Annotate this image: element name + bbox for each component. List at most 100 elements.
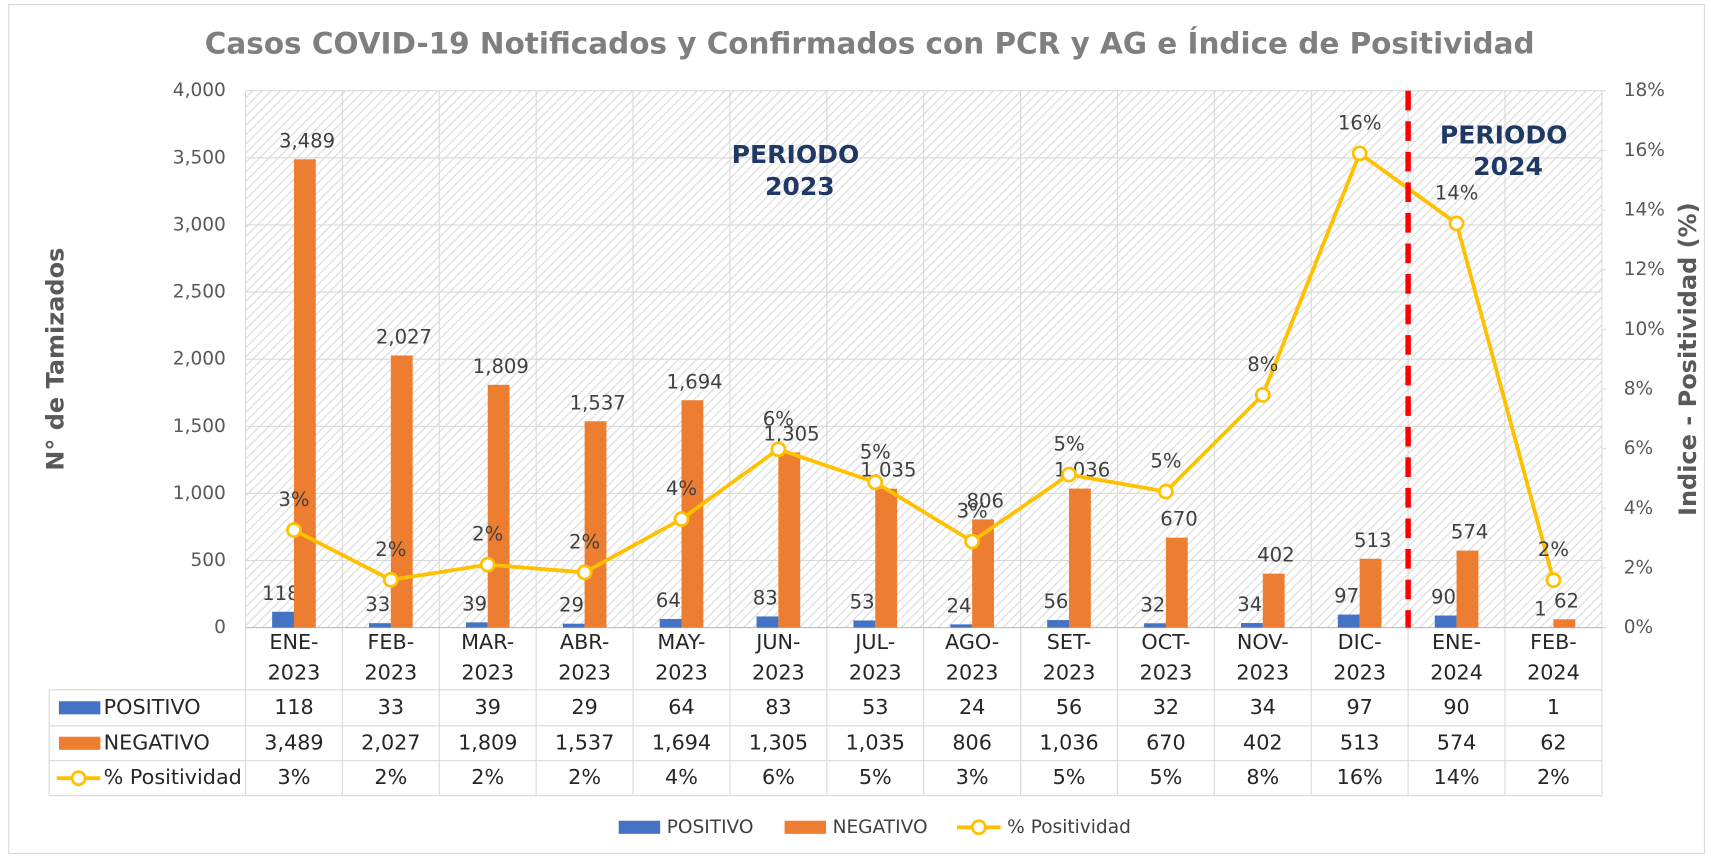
bar bbox=[487, 384, 510, 628]
line-marker bbox=[1254, 387, 1271, 403]
bar-value-label: 39 bbox=[462, 592, 487, 615]
bar bbox=[875, 488, 898, 628]
table-cell: 806 bbox=[952, 730, 992, 754]
table-row-header: NEGATIVO bbox=[104, 730, 210, 754]
bar-value-label: 513 bbox=[1354, 529, 1391, 552]
bar bbox=[659, 619, 682, 628]
line-marker bbox=[770, 441, 787, 458]
bar-value-label: 83 bbox=[753, 586, 778, 609]
table-row-header: POSITIVO bbox=[104, 695, 201, 719]
x-tick-label: ABR-2023 bbox=[558, 630, 611, 685]
line-value-label: 5% bbox=[860, 440, 891, 463]
y2-tick-label: 14% bbox=[1624, 200, 1665, 221]
bar bbox=[1553, 619, 1576, 628]
table-cell: 2% bbox=[568, 765, 601, 789]
table-cell: 670 bbox=[1146, 730, 1186, 754]
bar-value-label: 24 bbox=[947, 594, 972, 617]
table-cell: 574 bbox=[1437, 730, 1477, 754]
bar-value-label: 3,489 bbox=[279, 129, 335, 152]
line-value-label: 6% bbox=[763, 407, 794, 430]
bar bbox=[584, 421, 607, 628]
bar bbox=[1240, 623, 1263, 628]
x-tick-label: NOV-2023 bbox=[1236, 630, 1289, 685]
line-marker bbox=[867, 474, 884, 491]
y2-tick-label: 2% bbox=[1624, 557, 1653, 578]
table-cell: 2% bbox=[374, 765, 407, 789]
x-tick-label: JUL-2023 bbox=[849, 630, 902, 685]
bar bbox=[272, 611, 294, 628]
y2-tick-label: 4% bbox=[1624, 498, 1653, 519]
x-tick-label: OCT-2023 bbox=[1140, 630, 1193, 685]
table-cell: 3% bbox=[956, 765, 989, 789]
bar bbox=[1456, 550, 1479, 628]
y-tick-label: 1,500 bbox=[173, 416, 226, 437]
bar-value-label: 1,537 bbox=[570, 391, 626, 414]
bar bbox=[1434, 615, 1457, 628]
bar bbox=[369, 623, 391, 628]
bar bbox=[681, 400, 704, 628]
table-cell: 16% bbox=[1337, 765, 1383, 789]
bar bbox=[562, 623, 585, 628]
y2-tick-label: 6% bbox=[1624, 438, 1653, 459]
table-cell: 6% bbox=[762, 765, 795, 789]
bar bbox=[1069, 488, 1091, 628]
legend-symbol bbox=[784, 820, 827, 834]
x-tick-label: FEB-2024 bbox=[1527, 630, 1580, 685]
table-cell: 29 bbox=[571, 695, 597, 719]
bar bbox=[756, 616, 779, 628]
table-cell: 1 bbox=[1547, 695, 1560, 719]
y2-tick-label: 8% bbox=[1624, 378, 1653, 399]
y-tick-label: 3,000 bbox=[173, 214, 226, 235]
bar-value-label: 670 bbox=[1160, 508, 1197, 531]
table-cell: 5% bbox=[859, 765, 892, 789]
x-tick-label: AGO-2023 bbox=[945, 630, 999, 685]
table-cell: 4% bbox=[665, 765, 698, 789]
bar-value-label: 1,694 bbox=[666, 370, 722, 393]
annotation: PERIODO 2023 bbox=[732, 140, 868, 201]
annotation: PERIODO 2024 bbox=[1440, 121, 1576, 182]
table-legend-symbol bbox=[58, 701, 101, 715]
table-cell: 5% bbox=[1053, 765, 1086, 789]
y-axis-title: N° de Tamizados bbox=[42, 248, 70, 471]
line-marker bbox=[1157, 483, 1174, 500]
table-cell: 53 bbox=[862, 695, 888, 719]
bar bbox=[1262, 573, 1285, 628]
x-tick-label: ENE-2023 bbox=[268, 630, 321, 685]
y-tick-label: 500 bbox=[190, 550, 225, 571]
line-value-label: 2% bbox=[375, 538, 406, 561]
table-cell: 34 bbox=[1250, 695, 1276, 719]
table-row-header: % Positividad bbox=[104, 765, 242, 789]
line-value-label: 5% bbox=[1150, 450, 1181, 473]
y2-axis-title: Indice - Positividad (%) bbox=[1674, 202, 1702, 516]
bar-value-label: 64 bbox=[656, 589, 681, 612]
table-cell: 56 bbox=[1056, 695, 1082, 719]
x-tick-label: MAR-2023 bbox=[461, 630, 514, 685]
line-value-label: 8% bbox=[1247, 353, 1278, 376]
bar-value-label: 1,809 bbox=[473, 355, 529, 378]
y-tick-label: 3,500 bbox=[173, 147, 226, 168]
table-cell: 513 bbox=[1340, 730, 1380, 754]
table-cell: 90 bbox=[1443, 695, 1469, 719]
line-marker bbox=[286, 522, 302, 538]
bar bbox=[1337, 614, 1360, 628]
bar bbox=[1144, 623, 1166, 628]
line-marker bbox=[1448, 215, 1465, 232]
table-cell: 64 bbox=[668, 695, 694, 719]
table-cell: 402 bbox=[1243, 730, 1283, 754]
table-cell: 33 bbox=[378, 695, 404, 719]
x-tick-label: SET-2023 bbox=[1043, 630, 1096, 685]
bar bbox=[465, 622, 488, 628]
x-tick-label: FEB-2023 bbox=[364, 630, 417, 685]
table-cell: 1,537 bbox=[555, 730, 614, 754]
line-marker bbox=[576, 564, 593, 581]
line-marker bbox=[1351, 145, 1368, 162]
table-cell: 62 bbox=[1540, 730, 1566, 754]
table-cell: 1,035 bbox=[846, 730, 905, 754]
y2-tick-label: 0% bbox=[1624, 617, 1653, 638]
table-cell: 1,305 bbox=[749, 730, 808, 754]
table-cell: 8% bbox=[1246, 765, 1279, 789]
table-cell: 2,027 bbox=[361, 730, 420, 754]
table-cell: 1,694 bbox=[652, 730, 711, 754]
bar-value-label: 402 bbox=[1257, 544, 1294, 567]
